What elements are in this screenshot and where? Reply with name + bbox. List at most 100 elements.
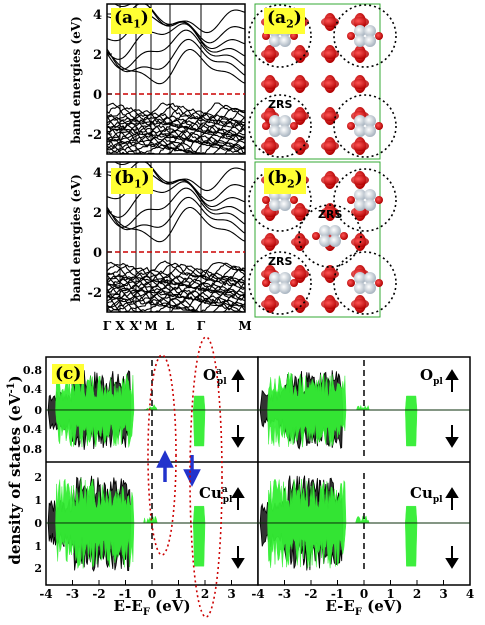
conduction-band: [106, 206, 246, 243]
valence-band: [106, 129, 246, 150]
spin-arrows: [231, 369, 459, 569]
cu-lobe: [279, 272, 291, 284]
dos-ytick-o: 0.8: [23, 443, 42, 456]
cu-lobe: [269, 199, 281, 211]
o-label-left: Oa pl: [203, 366, 227, 387]
oxygen-lobe: [290, 122, 298, 130]
band-ytick-label: 2: [93, 48, 102, 63]
valence-band: [106, 115, 246, 134]
cu-lobe: [364, 25, 376, 37]
oxygen-lobe: [291, 49, 309, 59]
oxygen-lobe: [262, 279, 270, 287]
oxygen-lobe: [347, 196, 355, 204]
oxygen-lobe: [351, 175, 369, 185]
spin-up-head-2: [231, 487, 245, 498]
zrs-circle: [298, 204, 362, 268]
conduction-band: [107, 161, 246, 192]
oxygen-lobe: [321, 111, 339, 121]
dos-ytick-o: 0.8: [23, 364, 42, 377]
charge-density-a2: ZRS: [248, 3, 397, 160]
panel-label-a2: (a2): [264, 8, 305, 35]
oxygen-lobe: [351, 17, 369, 27]
oxygen-lobe: [351, 299, 369, 309]
panel-label-a1: (a1): [111, 8, 152, 35]
valence-band: [107, 292, 246, 313]
cu-lobe: [364, 282, 376, 294]
dos-xtick-left: -4: [39, 587, 52, 601]
cu-lobe: [269, 35, 281, 47]
dos-xtick-left: 3: [227, 587, 235, 601]
oxygen-lobe: [347, 32, 355, 40]
cu-lobe: [354, 35, 366, 47]
conduction-band: [106, 181, 246, 218]
oxygen-lobe: [290, 279, 298, 287]
dos-ytick-cu: 1: [34, 494, 42, 507]
valence-band: [106, 110, 246, 130]
oxygen-lobe: [261, 299, 279, 309]
oxygen-lobe: [262, 122, 270, 130]
dos-xtick-left: 2: [201, 587, 209, 601]
blue-up-head: [156, 450, 174, 468]
oxygen-lobe: [321, 175, 339, 185]
cu-label-right: Cupl: [410, 484, 443, 505]
valence-band: [106, 291, 246, 312]
conduction-band: [106, 29, 246, 70]
cu-lobe: [354, 25, 366, 37]
dos-xtick-right: 0: [360, 587, 368, 601]
dos-ytick-o: 0.4: [23, 423, 42, 436]
valence-band: [106, 108, 245, 128]
band-ytick-label: 2: [93, 206, 102, 221]
valence-band: [106, 297, 246, 313]
oxygen-lobe: [321, 207, 339, 217]
cu-lobe: [364, 272, 376, 284]
oxygen-lobe: [261, 237, 279, 247]
band-ytick-label: -2: [88, 286, 102, 301]
zrs-circle: [333, 94, 397, 158]
cu-lobe: [364, 189, 376, 201]
valence-band: [106, 266, 246, 287]
dos-xtick-right: -3: [278, 587, 291, 601]
dos-xtick-right: -2: [304, 587, 317, 601]
cu-lobe: [354, 115, 366, 127]
dos-ytick-cu: 0: [34, 517, 42, 530]
cu-lobe: [354, 272, 366, 284]
dos-xlabel-left: E-EF (eV): [113, 597, 190, 618]
blue-transfer-arrows: [156, 450, 201, 487]
oxygen-lobe: [351, 79, 369, 89]
conduction-band: [106, 48, 246, 85]
spin-down-head-4: [445, 558, 459, 569]
oxygen-lobe: [321, 141, 339, 151]
conduction-band: [106, 196, 246, 234]
zrs-circle: [248, 4, 312, 68]
oxygen-lobe: [375, 196, 383, 204]
dos-curves: [45, 360, 471, 585]
cu-lobe: [319, 235, 331, 247]
dos-ytick-cu: 2: [34, 562, 42, 575]
valence-band: [106, 260, 246, 279]
band-ylabel-a: band energies (eV): [69, 16, 83, 144]
conduction-band: [106, 23, 246, 60]
valence-band: [106, 262, 246, 281]
zrs-circle: [248, 94, 312, 158]
spin-down-head-3: [445, 437, 459, 448]
dos-xtick-right: -1: [331, 587, 344, 601]
valence-band: [106, 102, 246, 121]
dos-panel-c: [45, 356, 471, 586]
zrs-circle: [333, 4, 397, 68]
spin-up-head-4: [445, 487, 459, 498]
dos-xtick-right: 2: [413, 587, 421, 601]
cu-lobe: [269, 115, 281, 127]
oxygen-lobe: [261, 79, 279, 89]
valence-band: [106, 263, 246, 283]
dos-xtick-right: 4: [466, 587, 474, 601]
oxygen-lobe: [291, 111, 309, 121]
cu-lobe: [279, 115, 291, 127]
oxygen-lobe: [290, 196, 298, 204]
oxygen-lobe: [291, 207, 309, 217]
spin-up-head-3: [445, 369, 459, 380]
oxygen-lobe: [321, 17, 339, 27]
dos-xtick-left: -3: [66, 587, 79, 601]
oxygen-lobe: [291, 299, 309, 309]
dos-xlabel-right: E-EF (eV): [325, 597, 402, 618]
